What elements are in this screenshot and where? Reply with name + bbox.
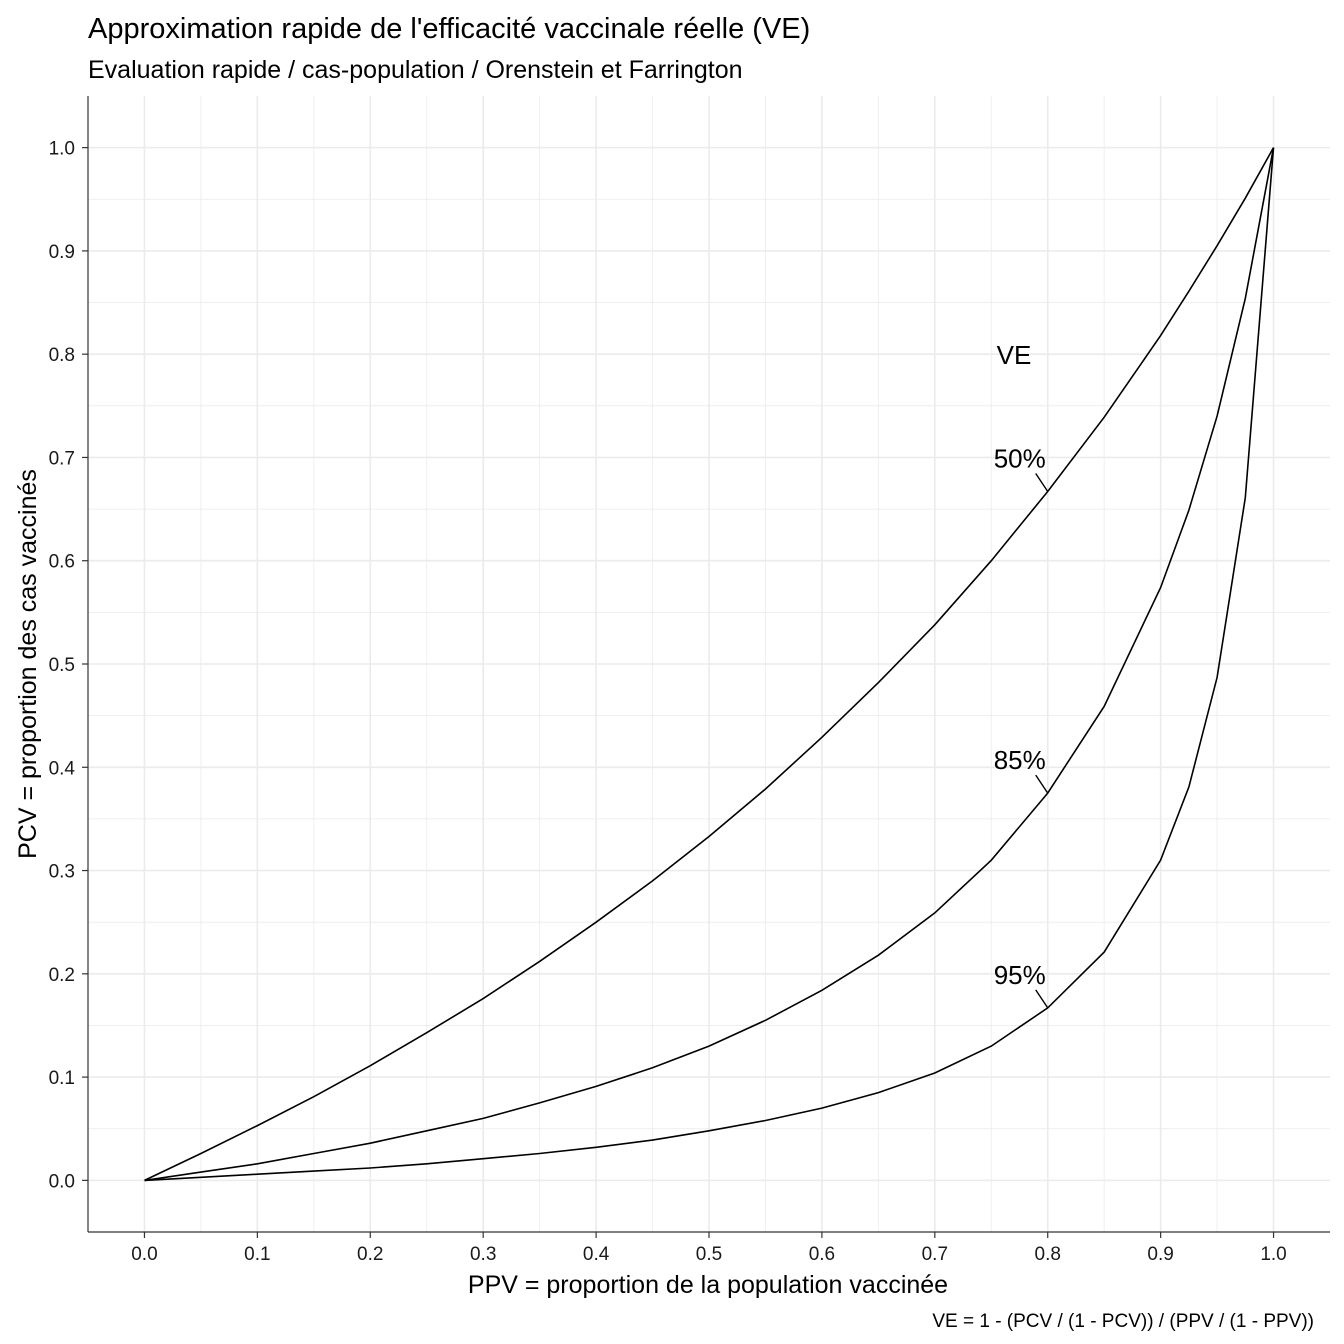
chart-caption: VE = 1 - (PCV / (1 - PCV)) / (PPV / (1 -… bbox=[932, 1311, 1314, 1332]
x-tick-label: 0.5 bbox=[696, 1244, 722, 1265]
series-line-95 bbox=[144, 147, 1275, 1182]
chart-title: Approximation rapide de l'efficacité vac… bbox=[88, 13, 810, 45]
x-tick-label: 0.0 bbox=[131, 1244, 157, 1265]
x-tick-label: 0.8 bbox=[1035, 1244, 1061, 1265]
x-tick-label: 0.1 bbox=[244, 1244, 270, 1265]
y-tick-label: 0.6 bbox=[49, 552, 75, 573]
grid bbox=[88, 96, 1330, 1232]
x-tick-label: 1.0 bbox=[1260, 1244, 1286, 1265]
x-axis-ticks: 0.0 0.1 0.2 0.3 0.4 0.5 0.6 0.7 0.8 0.9 1.0 bbox=[131, 1232, 1287, 1265]
ve-annotation-title: VE bbox=[997, 340, 1032, 370]
y-tick-label: 0.8 bbox=[49, 345, 75, 366]
y-tick-label: 0.4 bbox=[49, 758, 76, 779]
series-lines bbox=[144, 147, 1275, 1182]
y-tick-label: 0.2 bbox=[49, 965, 75, 986]
curve-label-leader bbox=[1035, 989, 1049, 1009]
curve-label-leader bbox=[1035, 473, 1049, 492]
curve-label: 50% bbox=[994, 444, 1046, 474]
x-axis-title: PPV = proportion de la population vaccin… bbox=[468, 1271, 948, 1299]
x-tick-label: 0.3 bbox=[470, 1244, 496, 1265]
series-line-50 bbox=[144, 147, 1275, 1182]
y-tick-label: 1.0 bbox=[49, 139, 75, 160]
series-line-85 bbox=[144, 147, 1275, 1182]
y-tick-label: 0.5 bbox=[49, 655, 75, 676]
y-tick-label: 0.0 bbox=[49, 1171, 75, 1192]
y-tick-label: 0.9 bbox=[49, 242, 75, 263]
y-axis-ticks: 0.0 0.1 0.2 0.3 0.4 0.5 0.6 0.7 0.8 0.9 1.0 bbox=[49, 139, 88, 1192]
y-tick-label: 0.7 bbox=[49, 448, 75, 469]
y-tick-label: 0.1 bbox=[49, 1068, 75, 1089]
curve-label: 95% bbox=[994, 960, 1046, 990]
x-tick-label: 0.7 bbox=[922, 1244, 948, 1265]
y-tick-label: 0.3 bbox=[49, 862, 75, 883]
x-tick-label: 0.2 bbox=[357, 1244, 383, 1265]
curve-labels: 50% 85% 95% bbox=[994, 444, 1049, 1009]
x-tick-label: 0.6 bbox=[809, 1244, 835, 1265]
y-axis-title: PCV = proportion des cas vaccinés bbox=[14, 469, 42, 859]
curve-label: 85% bbox=[994, 745, 1046, 775]
x-tick-label: 0.9 bbox=[1147, 1244, 1173, 1265]
curve-label-leader bbox=[1035, 774, 1049, 794]
chart-subtitle: Evaluation rapide / cas-population / Ore… bbox=[88, 56, 743, 84]
x-tick-label: 0.4 bbox=[583, 1244, 610, 1265]
